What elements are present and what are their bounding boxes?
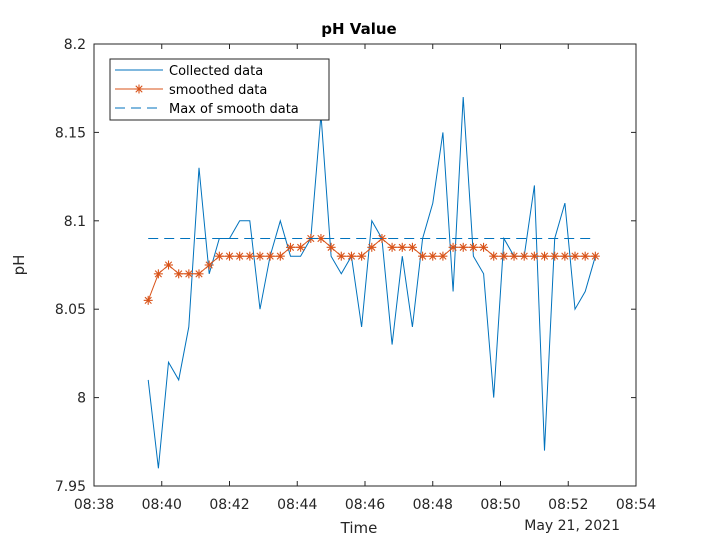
y-tick-label: 8.15 bbox=[55, 125, 86, 141]
smoothed-data-point bbox=[357, 251, 367, 261]
smoothed-data-point bbox=[519, 251, 529, 261]
smoothed-data-point bbox=[448, 242, 458, 252]
smoothed-data-point bbox=[346, 251, 356, 261]
smoothed-data-point bbox=[418, 251, 428, 261]
date-label: May 21, 2021 bbox=[524, 518, 620, 534]
y-tick-label: 8.05 bbox=[55, 302, 86, 318]
smoothed-data-point bbox=[397, 242, 407, 252]
smoothed-data-point bbox=[590, 251, 600, 261]
x-tick-label: 08:38 bbox=[74, 497, 114, 513]
legend-entry-collected: Collected data bbox=[169, 64, 263, 79]
smoothed-data-point bbox=[509, 251, 519, 261]
smoothed-data-point bbox=[194, 269, 204, 279]
x-tick-label: 08:54 bbox=[616, 497, 656, 513]
smoothed-data-point bbox=[499, 251, 509, 261]
smoothed-data-point bbox=[550, 251, 560, 261]
x-tick-label: 08:40 bbox=[142, 497, 182, 513]
smoothed-data-point bbox=[560, 251, 570, 261]
x-axis-label: Time bbox=[340, 519, 378, 537]
x-tick-label: 08:48 bbox=[413, 497, 453, 513]
smoothed-data-point bbox=[245, 251, 255, 261]
x-tick-label: 08:44 bbox=[277, 497, 317, 513]
legend-marker-asterisk bbox=[134, 84, 144, 94]
smoothed-data-point bbox=[134, 84, 144, 94]
smoothed-data-point bbox=[164, 260, 174, 270]
smoothed-data-point bbox=[468, 242, 478, 252]
smoothed-data-point bbox=[529, 251, 539, 261]
smoothed-data-point bbox=[285, 242, 295, 252]
chart-title: pH Value bbox=[321, 20, 396, 38]
smoothed-data-point bbox=[479, 242, 489, 252]
y-tick-label: 7.95 bbox=[55, 479, 86, 495]
x-tick-label: 08:50 bbox=[480, 497, 520, 513]
y-tick-label: 8.1 bbox=[64, 214, 86, 230]
smoothed-data-point bbox=[336, 251, 346, 261]
smoothed-data-point bbox=[438, 251, 448, 261]
y-tick-label: 8 bbox=[77, 391, 86, 407]
smoothed-data-point bbox=[326, 242, 336, 252]
x-tick-label: 08:52 bbox=[548, 497, 588, 513]
smoothed-data-point bbox=[367, 242, 377, 252]
smoothed-data-point bbox=[255, 251, 265, 261]
smoothed-data-point bbox=[174, 269, 184, 279]
smoothed-data-point bbox=[540, 251, 550, 261]
smoothed-data-point bbox=[580, 251, 590, 261]
smoothed-data-point bbox=[428, 251, 438, 261]
x-tick-label: 08:46 bbox=[345, 497, 385, 513]
y-tick-label: 8.2 bbox=[64, 37, 86, 53]
smoothed-data-point bbox=[387, 242, 397, 252]
series-layer bbox=[143, 96, 600, 469]
smoothed-data-point bbox=[235, 251, 245, 261]
smoothed-data-point bbox=[275, 251, 285, 261]
smoothed-data-point bbox=[458, 242, 468, 252]
smoothed-data-point bbox=[570, 251, 580, 261]
smoothed-data-point bbox=[214, 251, 224, 261]
smoothed-data-point bbox=[225, 251, 234, 261]
y-axis: 7.95 8 8.05 8.1 8.15 8.2 bbox=[55, 37, 636, 495]
legend: Collected data smoothed data Max of smoo… bbox=[109, 58, 330, 121]
smoothed-data-point bbox=[489, 251, 499, 261]
smoothed-data-point bbox=[316, 233, 326, 243]
smoothed-data-point bbox=[153, 269, 163, 279]
legend-entry-max: Max of smooth data bbox=[169, 102, 299, 117]
x-axis: 08:38 08:40 08:42 08:44 08:46 08:48 08:50 08:52… bbox=[74, 44, 656, 513]
smoothed-data-point bbox=[143, 295, 153, 305]
legend-entry-smoothed: smoothed data bbox=[169, 83, 267, 98]
y-axis-label: pH bbox=[10, 255, 28, 276]
smoothed-data-point bbox=[407, 242, 417, 252]
smoothed-data-point bbox=[296, 242, 306, 252]
x-tick-label: 08:42 bbox=[209, 497, 249, 513]
smoothed-data-point bbox=[265, 251, 275, 261]
smoothed-data-point bbox=[184, 269, 194, 279]
smoothed-data-point bbox=[204, 260, 214, 270]
